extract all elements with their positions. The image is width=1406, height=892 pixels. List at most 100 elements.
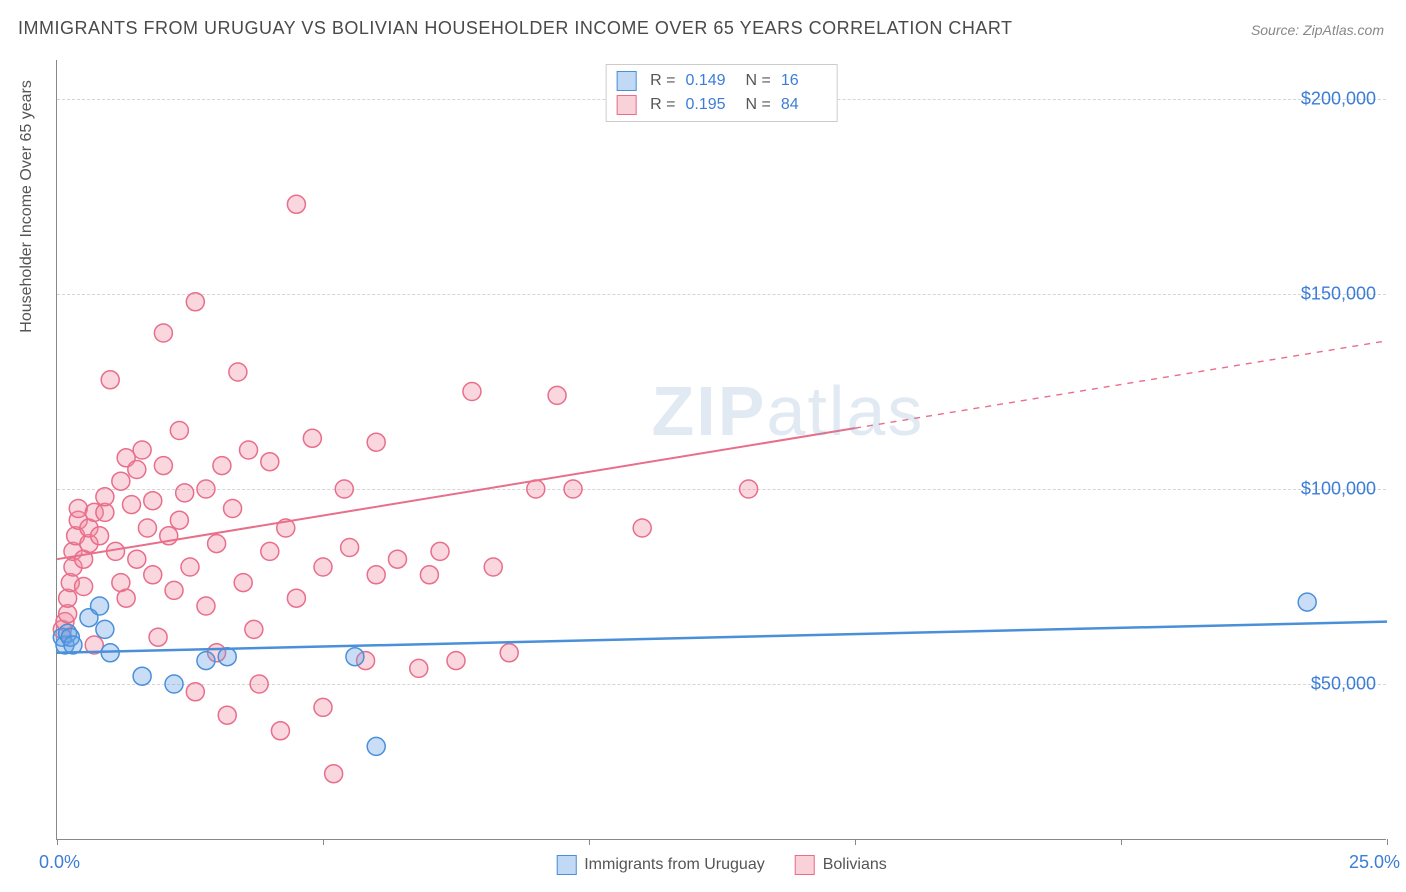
data-point <box>133 441 151 459</box>
data-point <box>197 652 215 670</box>
data-point <box>170 511 188 529</box>
n-label: N = <box>746 69 771 93</box>
data-point <box>431 542 449 560</box>
x-tick <box>589 839 590 845</box>
data-point <box>234 574 252 592</box>
data-point <box>314 698 332 716</box>
data-point <box>229 363 247 381</box>
data-point <box>314 558 332 576</box>
plot-area: Householder Income Over 65 years $50,000… <box>56 60 1386 840</box>
data-point <box>69 500 87 518</box>
x-tick <box>323 839 324 845</box>
data-point <box>240 441 258 459</box>
data-point <box>633 519 651 537</box>
r-value-blue: 0.149 <box>686 69 732 93</box>
data-point <box>388 550 406 568</box>
data-point <box>91 597 109 615</box>
data-point <box>128 461 146 479</box>
trend-line-dashed <box>855 341 1387 428</box>
data-point <box>154 457 172 475</box>
r-label: R = <box>650 69 675 93</box>
data-point <box>303 429 321 447</box>
data-point <box>75 578 93 596</box>
data-point <box>138 519 156 537</box>
swatch-pink-icon <box>616 95 636 115</box>
y-axis-title: Householder Income Over 65 years <box>18 80 36 333</box>
data-point <box>122 496 140 514</box>
legend-item-blue: Immigrants from Uruguay <box>556 855 765 875</box>
n-value-pink: 84 <box>781 93 827 117</box>
data-point <box>341 539 359 557</box>
data-point <box>197 480 215 498</box>
legend-label-blue: Immigrants from Uruguay <box>584 856 765 874</box>
x-label-left: 0.0% <box>39 852 80 873</box>
data-point <box>500 644 518 662</box>
legend-top: R = 0.149 N = 16 R = 0.195 N = 84 <box>605 64 838 122</box>
swatch-pink-icon <box>795 855 815 875</box>
source-label: Source: ZipAtlas.com <box>1251 22 1384 38</box>
data-point <box>527 480 545 498</box>
x-tick <box>855 839 856 845</box>
chart-title: IMMIGRANTS FROM URUGUAY VS BOLIVIAN HOUS… <box>18 18 1013 39</box>
data-point <box>186 293 204 311</box>
data-point <box>112 472 130 490</box>
data-point <box>170 422 188 440</box>
data-point <box>218 706 236 724</box>
data-point <box>245 620 263 638</box>
data-point <box>197 597 215 615</box>
data-point <box>154 324 172 342</box>
data-point <box>165 675 183 693</box>
data-point <box>564 480 582 498</box>
x-label-right: 25.0% <box>1349 852 1400 873</box>
data-point <box>447 652 465 670</box>
data-point <box>144 492 162 510</box>
legend-row-pink: R = 0.195 N = 84 <box>616 93 827 117</box>
data-point <box>144 566 162 584</box>
x-tick <box>1121 839 1122 845</box>
chart-svg <box>57 60 1386 839</box>
data-point <box>346 648 364 666</box>
swatch-blue-icon <box>616 71 636 91</box>
n-label: N = <box>746 93 771 117</box>
r-label: R = <box>650 93 675 117</box>
data-point <box>548 386 566 404</box>
data-point <box>420 566 438 584</box>
data-point <box>367 566 385 584</box>
data-point <box>271 722 289 740</box>
data-point <box>133 667 151 685</box>
data-point <box>484 558 502 576</box>
data-point <box>1298 593 1316 611</box>
data-point <box>96 488 114 506</box>
n-value-blue: 16 <box>781 69 827 93</box>
data-point <box>186 683 204 701</box>
data-point <box>463 383 481 401</box>
data-point <box>335 480 353 498</box>
data-point <box>325 765 343 783</box>
data-point <box>287 589 305 607</box>
data-point <box>149 628 167 646</box>
data-point <box>181 558 199 576</box>
data-point <box>96 620 114 638</box>
data-point <box>176 484 194 502</box>
r-value-pink: 0.195 <box>686 93 732 117</box>
data-point <box>101 371 119 389</box>
data-point <box>224 500 242 518</box>
legend-item-pink: Bolivians <box>795 855 887 875</box>
data-point <box>250 675 268 693</box>
data-point <box>208 535 226 553</box>
data-point <box>117 589 135 607</box>
x-tick <box>1387 839 1388 845</box>
data-point <box>261 453 279 471</box>
data-point <box>213 457 231 475</box>
legend-row-blue: R = 0.149 N = 16 <box>616 69 827 93</box>
data-point <box>410 659 428 677</box>
data-point <box>218 648 236 666</box>
legend-bottom: Immigrants from Uruguay Bolivians <box>556 855 887 875</box>
data-point <box>287 195 305 213</box>
data-point <box>740 480 758 498</box>
data-point <box>91 527 109 545</box>
data-point <box>261 542 279 560</box>
x-tick <box>57 839 58 845</box>
data-point <box>165 581 183 599</box>
swatch-blue-icon <box>556 855 576 875</box>
